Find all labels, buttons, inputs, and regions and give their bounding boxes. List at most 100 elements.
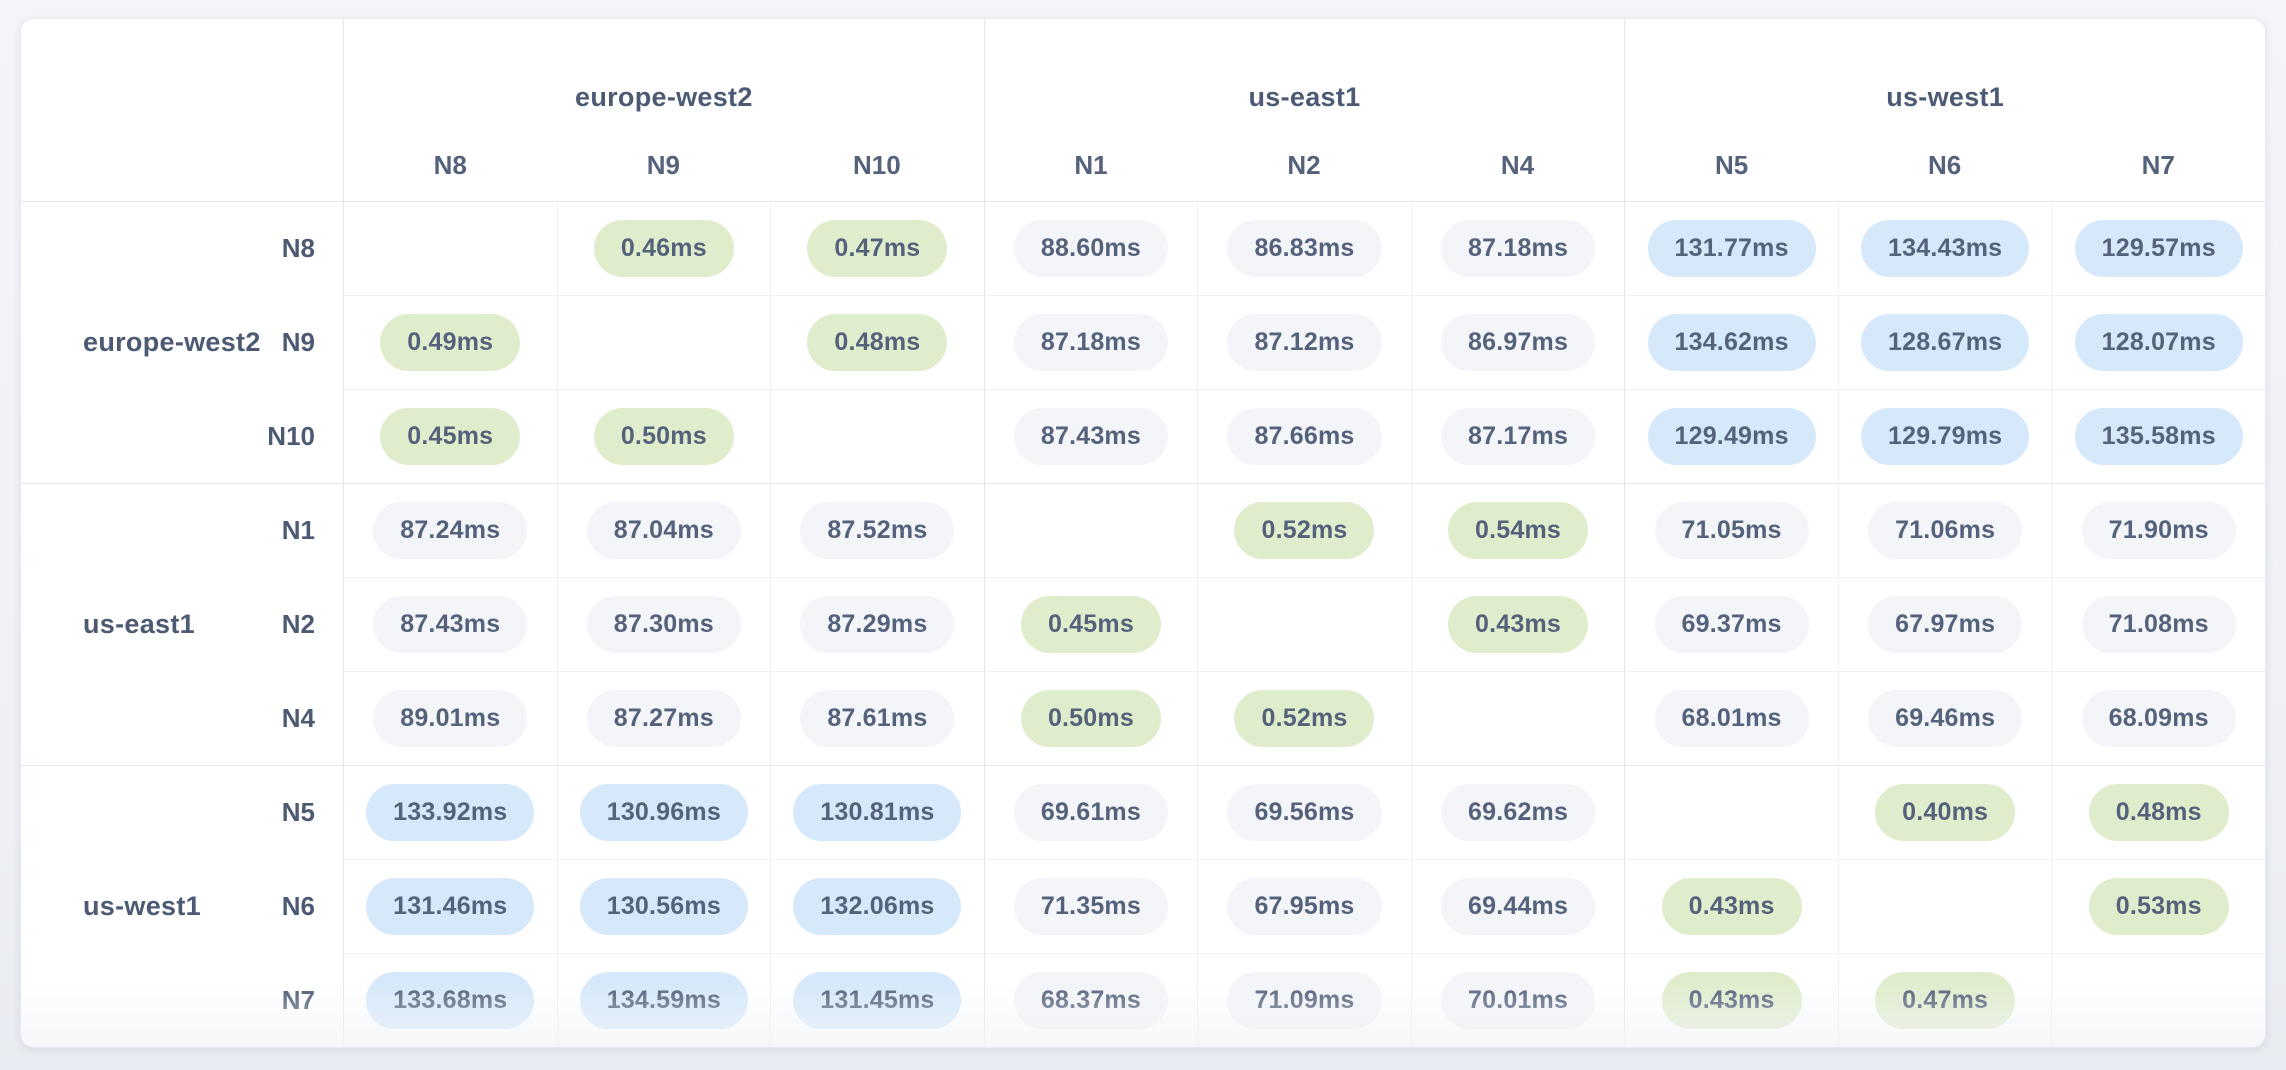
matrix-cell [1837, 859, 2052, 953]
region-column-header: us-west1 [1624, 19, 2265, 129]
latency-value-pill: 87.43ms [373, 596, 528, 653]
matrix-cell: 69.61ms [983, 765, 1198, 859]
latency-value-pill: 87.29ms [800, 596, 955, 653]
latency-value-pill: 69.37ms [1654, 596, 1809, 653]
node-row-label: N2 [281, 608, 315, 639]
matrix-cell: 0.48ms [770, 295, 984, 389]
latency-value-pill: 67.97ms [1868, 596, 2023, 653]
latency-value-pill: 69.44ms [1440, 878, 1596, 935]
latency-value-pill: 131.77ms [1647, 220, 1816, 277]
latency-value-pill: 69.62ms [1440, 784, 1596, 841]
latency-value-pill: 71.08ms [2081, 596, 2236, 653]
matrix-cell: 0.45ms [983, 577, 1198, 671]
matrix-cell: 87.18ms [983, 295, 1198, 389]
matrix-cell: 87.17ms [1410, 389, 1625, 483]
latency-value-pill: 133.92ms [366, 784, 535, 841]
matrix-cell [556, 295, 771, 389]
matrix-cell: 0.45ms [343, 389, 557, 483]
matrix-cell: 0.52ms [1197, 483, 1411, 577]
node-row-label: N4 [281, 702, 315, 733]
matrix-cell: 129.57ms [2051, 201, 2265, 295]
latency-value-pill: 129.57ms [2074, 220, 2243, 277]
latency-value-pill: 87.61ms [800, 690, 955, 747]
latency-value-pill: 129.49ms [1647, 408, 1816, 465]
matrix-cell: 0.53ms [2051, 859, 2265, 953]
node-row-label: N9 [281, 326, 315, 357]
region-column-header: us-east1 [983, 19, 1625, 129]
matrix-cell: 87.52ms [770, 483, 984, 577]
matrix-cell: 0.52ms [1197, 671, 1411, 765]
latency-value-pill: 134.62ms [1647, 314, 1816, 371]
matrix-cell: 0.49ms [343, 295, 557, 389]
node-column-header: N4 [1500, 149, 1535, 180]
matrix-cell: 0.43ms [1624, 859, 1838, 953]
latency-value-pill: 70.01ms [1440, 972, 1596, 1029]
latency-value-pill: 131.45ms [793, 972, 962, 1029]
node-column-header: N2 [1287, 149, 1321, 180]
node-row-label: N7 [281, 984, 315, 1015]
latency-value-pill: 87.27ms [586, 690, 741, 747]
node-row-label: N10 [267, 420, 315, 451]
latency-value-pill: 71.35ms [1013, 878, 1168, 935]
latency-value-pill: 0.47ms [807, 220, 948, 277]
matrix-cell: 128.07ms [2051, 295, 2265, 389]
matrix-cell: 0.47ms [1837, 953, 2052, 1047]
matrix-cell: 71.35ms [983, 859, 1198, 953]
latency-value-pill: 88.60ms [1013, 220, 1168, 277]
latency-value-pill: 86.83ms [1227, 220, 1382, 277]
matrix-cell: 133.92ms [343, 765, 557, 859]
latency-value-pill: 0.53ms [2088, 878, 2229, 935]
matrix-cell: 88.60ms [983, 201, 1198, 295]
node-column-header: N9 [646, 149, 680, 180]
matrix-cell: 69.62ms [1410, 765, 1625, 859]
matrix-cell: 0.46ms [556, 201, 771, 295]
matrix-cell: 87.29ms [770, 577, 984, 671]
matrix-cell: 0.47ms [770, 201, 984, 295]
latency-value-pill: 87.52ms [800, 502, 955, 559]
latency-value-pill: 87.18ms [1440, 220, 1596, 277]
latency-matrix-card: europe-west2 N8 N9 N10 us-east1 N1 N2 N4 us-west… [20, 18, 2266, 1048]
matrix-cell: 87.43ms [983, 389, 1198, 483]
latency-value-pill: 0.48ms [807, 314, 948, 371]
matrix-cell: 129.79ms [1837, 389, 2052, 483]
latency-value-pill: 0.43ms [1661, 972, 1802, 1029]
matrix-cell: 86.83ms [1197, 201, 1411, 295]
matrix-cell: 0.40ms [1837, 765, 2052, 859]
matrix-cell: 131.77ms [1624, 201, 1838, 295]
matrix-cell: 68.37ms [983, 953, 1198, 1047]
region-row-label: us-east1 [21, 483, 343, 765]
latency-value-pill: 0.45ms [1020, 596, 1161, 653]
latency-value-pill: 0.43ms [1448, 596, 1589, 653]
node-column-header: N8 [343, 129, 557, 201]
node-column-header: N5 [1624, 129, 1838, 201]
matrix-cell: 128.67ms [1837, 295, 2052, 389]
matrix-cell: 71.08ms [2051, 577, 2265, 671]
latency-matrix: europe-west2 N8 N9 N10 us-east1 N1 N2 N4 us-west… [21, 19, 2265, 1047]
region-column-header: europe-west2 [343, 19, 984, 129]
matrix-cell: 87.61ms [770, 671, 984, 765]
latency-value-pill: 0.50ms [1020, 690, 1161, 747]
node-column-header: N6 [1928, 149, 1962, 180]
matrix-cell: 70.01ms [1410, 953, 1625, 1047]
node-column-header: N10 [853, 149, 901, 180]
matrix-cell: 130.96ms [556, 765, 771, 859]
matrix-cell: 133.68ms [343, 953, 557, 1047]
latency-value-pill: 69.61ms [1013, 784, 1168, 841]
matrix-cell: 87.24ms [343, 483, 557, 577]
latency-value-pill: 0.52ms [1234, 502, 1375, 559]
matrix-cell: 87.04ms [556, 483, 771, 577]
latency-value-pill: 71.06ms [1868, 502, 2023, 559]
latency-value-pill: 0.48ms [2088, 784, 2229, 841]
matrix-cell: 69.44ms [1410, 859, 1625, 953]
node-row-label: N1 [281, 514, 315, 545]
latency-value-pill: 67.95ms [1227, 878, 1382, 935]
matrix-cell: 130.56ms [556, 859, 771, 953]
node-column-header: N7 [2141, 149, 2175, 180]
matrix-cell: 87.12ms [1197, 295, 1411, 389]
matrix-cell: 68.01ms [1624, 671, 1838, 765]
matrix-cell: 0.43ms [1624, 953, 1838, 1047]
latency-value-pill: 128.67ms [1861, 314, 2030, 371]
matrix-cell [343, 201, 557, 295]
matrix-cell: 87.30ms [556, 577, 771, 671]
latency-value-pill: 87.17ms [1440, 408, 1596, 465]
